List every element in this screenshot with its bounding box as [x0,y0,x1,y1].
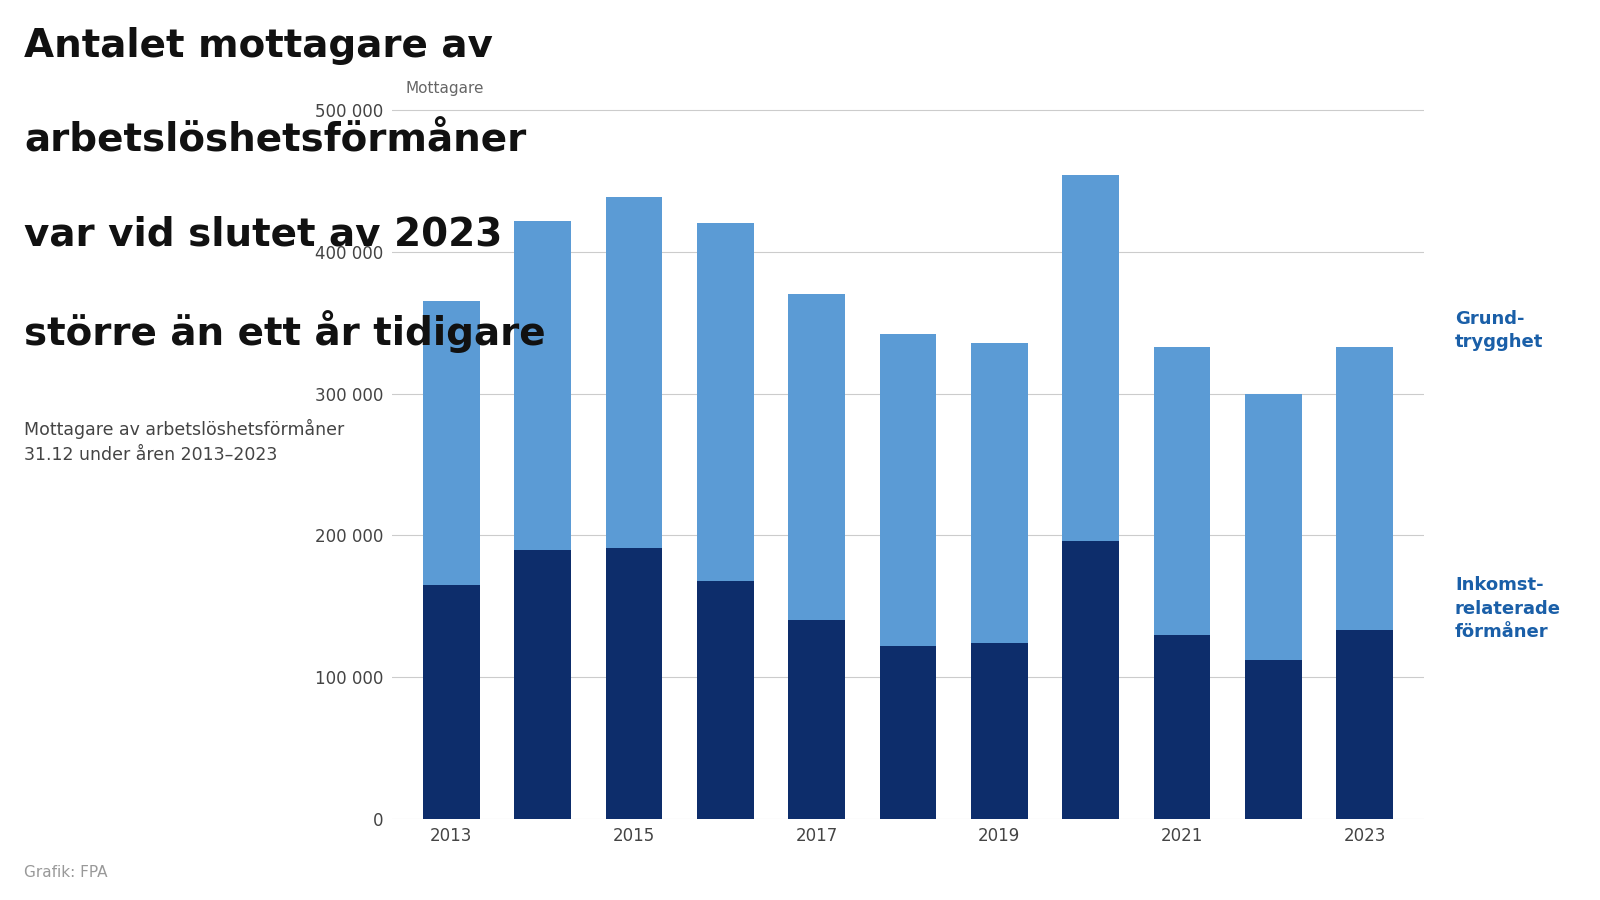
Text: större än ett år tidigare: större än ett år tidigare [24,310,546,354]
Bar [1062,176,1118,541]
Text: Inkomst-
relaterade
förmåner: Inkomst- relaterade förmåner [1454,576,1562,641]
Bar [971,644,1027,819]
Text: Antalet mottagare av: Antalet mottagare av [24,27,493,65]
Text: Grafik: FPA: Grafik: FPA [24,865,107,880]
Bar [514,550,571,819]
Text: Mottagare av arbetslöshetsförmåner
31.12 under åren 2013–2023: Mottagare av arbetslöshetsförmåner 31.12… [24,418,344,464]
Bar [1336,346,1394,630]
Bar [1336,630,1394,819]
Bar [606,196,662,548]
Bar [880,646,936,819]
Bar [606,548,662,819]
Bar [422,585,480,819]
Bar [1245,393,1302,661]
Text: Grund-
trygghet: Grund- trygghet [1454,310,1544,351]
Bar [514,220,571,550]
Bar [698,580,754,819]
Bar [880,334,936,646]
Text: Mottagare: Mottagare [406,81,485,96]
Bar [971,343,1027,644]
Text: arbetslöshetsförmåner: arbetslöshetsförmåner [24,122,526,159]
Bar [1062,541,1118,819]
Bar [1245,661,1302,819]
Text: var vid slutet av 2023: var vid slutet av 2023 [24,216,502,254]
Bar [789,294,845,620]
Bar [1154,346,1210,634]
Bar [422,302,480,585]
Bar [789,620,845,819]
Bar [698,223,754,580]
Bar [1154,634,1210,819]
